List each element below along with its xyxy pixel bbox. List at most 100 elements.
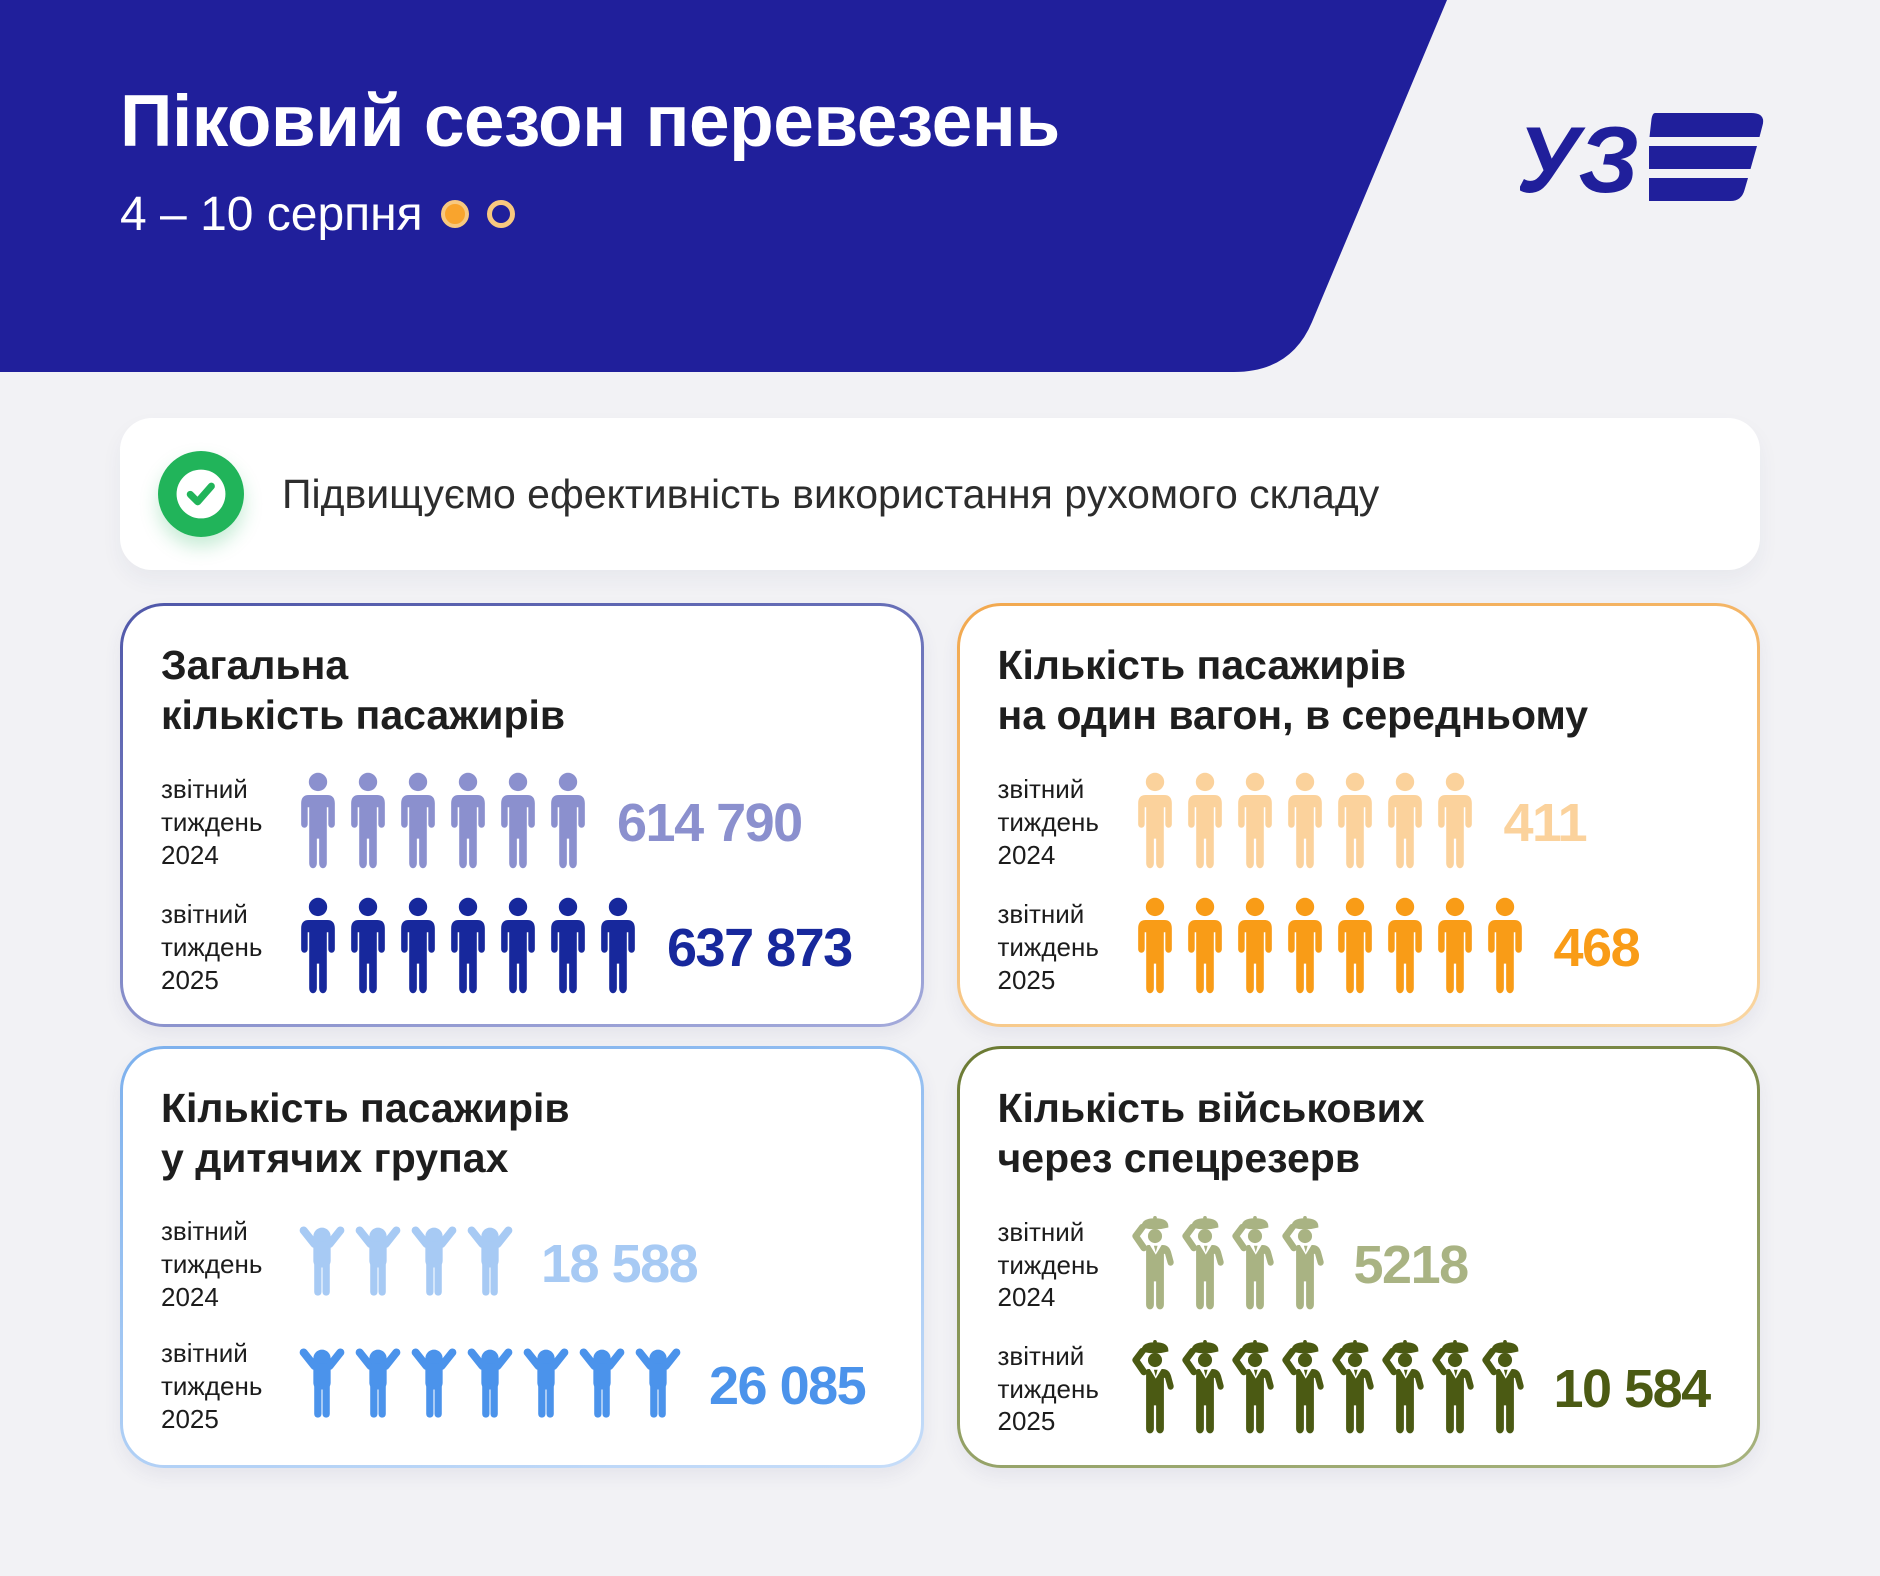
- page-title: Піковий сезон перевезень: [120, 81, 1060, 162]
- stat-value: 411: [1503, 792, 1588, 853]
- check-circle-icon: [158, 451, 244, 537]
- person-icon: [345, 897, 391, 998]
- card-title: Кількість пасажирів на один вагон, в сер…: [997, 642, 1589, 739]
- person-icon: [595, 897, 641, 998]
- child-icon: [351, 1347, 405, 1425]
- stats-grid: Загальна кількість пасажирів звітний тиж…: [120, 603, 1760, 1469]
- banner-text: Підвищуємо ефективність використання рух…: [282, 470, 1380, 517]
- person-icon: [495, 897, 541, 998]
- soldier-icon: [1382, 1339, 1428, 1439]
- soldier-icon: [1482, 1339, 1528, 1439]
- pictogram-row: [295, 897, 641, 998]
- report-week-2025-row: звітний тиждень 2025 10 584: [998, 1339, 1720, 1439]
- pictogram-row: [1132, 772, 1478, 873]
- person-icon: [1332, 897, 1378, 998]
- uz-logo-flag: [1649, 113, 1764, 201]
- soldier-icon: [1232, 1339, 1278, 1439]
- soldier-icon: [1232, 1215, 1278, 1315]
- child-icon: [407, 1347, 461, 1425]
- person-icon: [1382, 897, 1428, 998]
- child-icon: [407, 1225, 461, 1303]
- header: Піковий сезон перевезень 4 – 10 серпня: [120, 81, 1060, 242]
- row-label: звітний тиждень 2024: [161, 774, 263, 870]
- soldier-icon: [1132, 1339, 1178, 1439]
- content-area: Підвищуємо ефективність використання рух…: [120, 418, 1760, 1469]
- stat-value: 637 873: [667, 917, 853, 978]
- person-icon: [395, 772, 441, 873]
- efficiency-banner: Підвищуємо ефективність використання рух…: [120, 418, 1760, 570]
- card-children-groups: Кількість пасажирів у дитячих групах зві…: [120, 1046, 924, 1469]
- row-label: звітний тиждень 2024: [997, 774, 1099, 870]
- person-icon: [295, 772, 341, 873]
- person-icon: [1232, 897, 1278, 998]
- person-icon: [1282, 772, 1328, 873]
- report-week-2024-row: звітний тиждень 2024 18 588: [161, 1215, 883, 1313]
- person-icon: [445, 897, 491, 998]
- person-icon: [1132, 897, 1178, 998]
- soldier-icon: [1282, 1215, 1328, 1315]
- person-icon: [495, 772, 541, 873]
- header-background: [0, 0, 1447, 372]
- stat-value: 614 790: [617, 792, 803, 853]
- child-icon: [575, 1347, 629, 1425]
- child-icon: [351, 1225, 405, 1303]
- stat-value: 10 584: [1553, 1359, 1712, 1420]
- report-week-2025-row: звітний тиждень 2025 637 873: [161, 897, 883, 998]
- card-military-special-reserve: Кількість військових через спецрезерв зв…: [956, 1046, 1760, 1469]
- report-week-2025-row: звітний тиждень 2025 26 085: [161, 1337, 883, 1435]
- soldier-icon: [1432, 1339, 1478, 1439]
- uz-logo: УЗ: [1516, 107, 1770, 213]
- pictogram-row: [1132, 897, 1528, 998]
- person-icon: [1432, 897, 1478, 998]
- card-total-passengers: Загальна кількість пасажирів звітний тиж…: [120, 603, 924, 1028]
- card-title: Загальна кількість пасажирів: [161, 642, 566, 739]
- soldier-icon: [1182, 1215, 1228, 1315]
- person-icon: [1182, 897, 1228, 998]
- stat-value: 18 588: [541, 1234, 699, 1295]
- person-icon: [395, 897, 441, 998]
- row-label: звітний тиждень 2024: [997, 1216, 1099, 1313]
- person-icon: [295, 897, 341, 998]
- person-icon: [545, 897, 591, 998]
- row-label: звітний тиждень 2024: [161, 1216, 263, 1312]
- row-label: звітний тиждень 2025: [161, 899, 263, 995]
- pictogram-row: [295, 1225, 515, 1303]
- soldier-icon: [1182, 1339, 1228, 1439]
- soldier-icon: [1132, 1215, 1178, 1315]
- page-dot-inactive[interactable]: [486, 200, 515, 229]
- uz-logo-letters: УЗ: [1520, 108, 1639, 208]
- soldier-icon: [1332, 1339, 1378, 1439]
- card-passengers-per-wagon: Кількість пасажирів на один вагон, в сер…: [956, 603, 1760, 1028]
- pictogram-row: [1132, 1215, 1328, 1315]
- child-icon: [463, 1347, 517, 1425]
- soldier-icon: [1282, 1339, 1328, 1439]
- report-week-2024-row: звітний тиждень 2024 411: [998, 772, 1720, 873]
- person-icon: [1382, 772, 1428, 873]
- row-label: звітний тиждень 2025: [161, 1338, 263, 1434]
- pictogram-row: [295, 1347, 683, 1425]
- child-icon: [631, 1347, 685, 1425]
- card-title: Кількість військових через спецрезерв: [997, 1085, 1425, 1182]
- stat-value: 468: [1553, 917, 1641, 978]
- person-icon: [1132, 772, 1178, 873]
- person-icon: [345, 772, 391, 873]
- person-icon: [445, 772, 491, 873]
- page-dot-active[interactable]: [440, 200, 469, 229]
- person-icon: [1182, 772, 1228, 873]
- report-week-2025-row: звітний тиждень 2025 468: [998, 897, 1720, 998]
- person-icon: [545, 772, 591, 873]
- row-label: звітний тиждень 2025: [997, 899, 1099, 995]
- date-range: 4 – 10 серпня: [120, 187, 423, 241]
- person-icon: [1282, 897, 1328, 998]
- child-icon: [295, 1347, 349, 1425]
- card-title: Кількість пасажирів у дитячих групах: [161, 1085, 570, 1182]
- report-week-2024-row: звітний тиждень 2024 5218: [998, 1215, 1720, 1315]
- date-range-row: 4 – 10 серпня: [120, 187, 1060, 242]
- uz-logo-graphic: УЗ: [1516, 107, 1764, 212]
- child-icon: [519, 1347, 573, 1425]
- pictogram-row: [1132, 1339, 1528, 1439]
- person-icon: [1482, 897, 1528, 998]
- person-icon: [1432, 772, 1478, 873]
- row-label: звітний тиждень 2025: [997, 1340, 1099, 1437]
- person-icon: [1232, 772, 1278, 873]
